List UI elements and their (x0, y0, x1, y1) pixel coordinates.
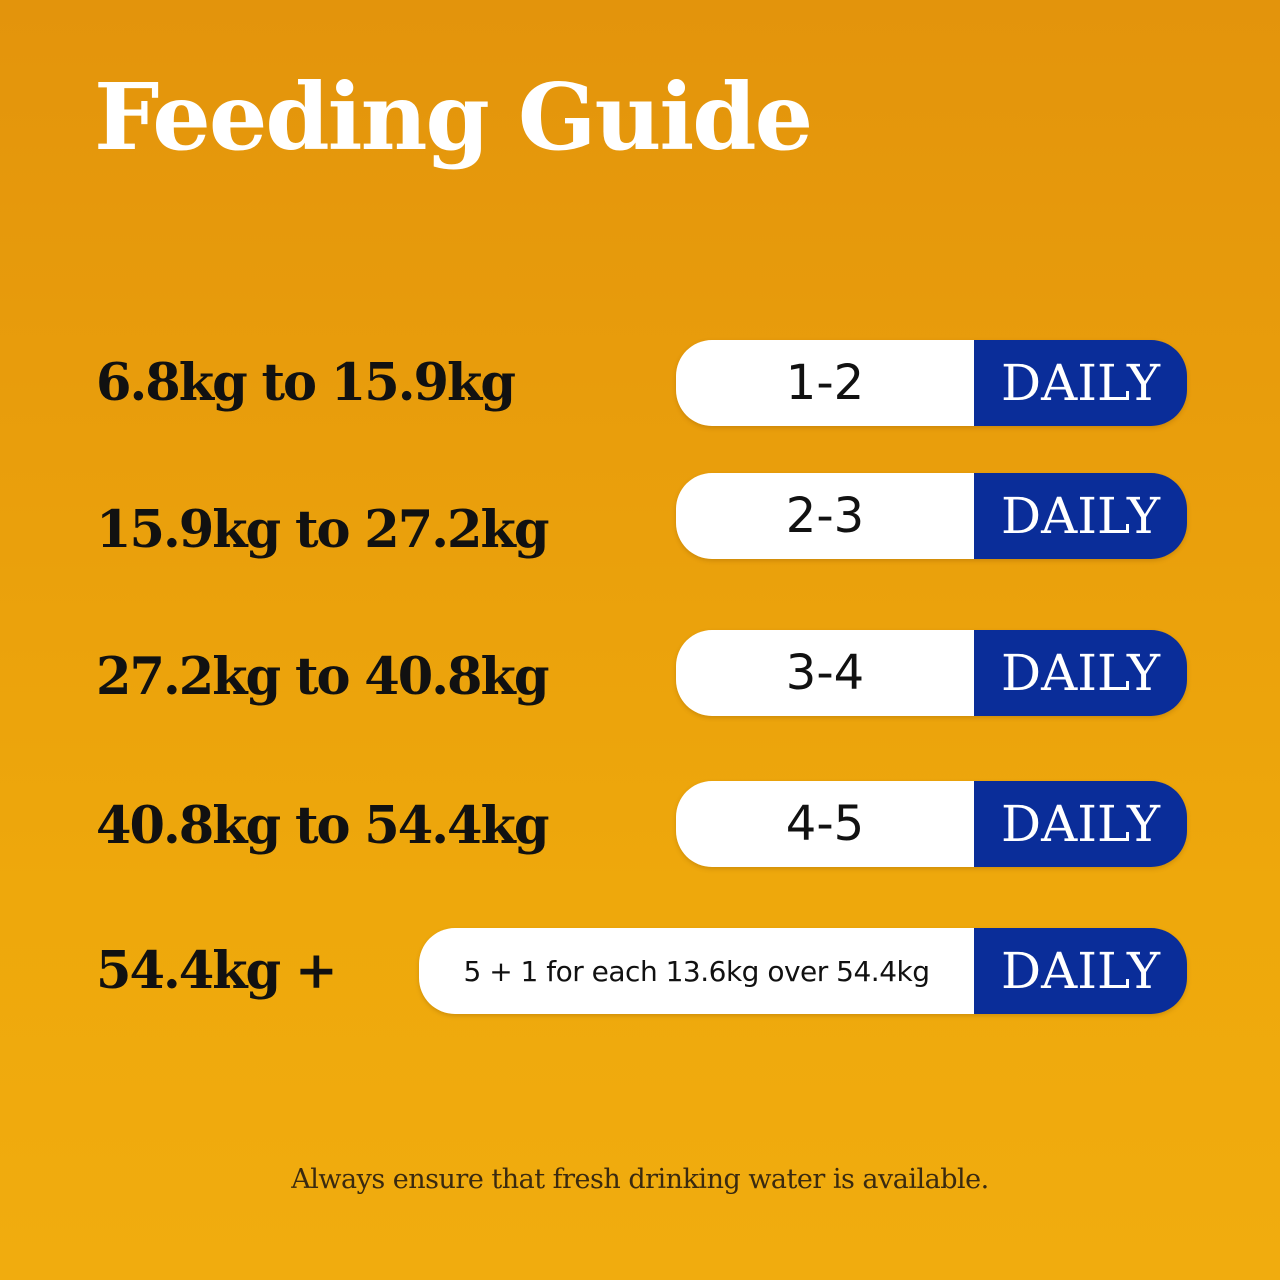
frequency-label: DAILY (974, 630, 1187, 716)
feeding-row: 40.8kg to 54.4kg 4-5 DAILY (0, 781, 1280, 867)
feeding-amount-pill: 1-2 DAILY (676, 340, 1187, 426)
frequency-label: DAILY (974, 781, 1187, 867)
feeding-amount: 2-3 (676, 473, 974, 559)
feeding-amount-pill: 5 + 1 for each 13.6kg over 54.4kg DAILY (419, 928, 1187, 1014)
feeding-row: 6.8kg to 15.9kg 1-2 DAILY (0, 340, 1280, 426)
feeding-amount: 3-4 (676, 630, 974, 716)
weight-range: 6.8kg to 15.9kg (96, 353, 516, 413)
feeding-row: 15.9kg to 27.2kg 2-3 DAILY (0, 473, 1280, 560)
weight-range: 27.2kg to 40.8kg (96, 647, 550, 707)
frequency-label: DAILY (974, 928, 1187, 1014)
feeding-amount-pill: 3-4 DAILY (676, 630, 1187, 716)
feeding-amount: 1-2 (676, 340, 974, 426)
feeding-row: 27.2kg to 40.8kg 3-4 DAILY (0, 630, 1280, 716)
feeding-amount: 5 + 1 for each 13.6kg over 54.4kg (419, 928, 974, 1014)
frequency-label: DAILY (974, 340, 1187, 426)
feeding-amount: 4-5 (676, 781, 974, 867)
feeding-amount-pill: 2-3 DAILY (676, 473, 1187, 559)
feeding-row: 54.4kg + 5 + 1 for each 13.6kg over 54.4… (0, 928, 1280, 1014)
page-title: Feeding Guide (94, 63, 813, 171)
feeding-amount-pill: 4-5 DAILY (676, 781, 1187, 867)
weight-range: 15.9kg to 27.2kg (96, 500, 550, 560)
water-footnote: Always ensure that fresh drinking water … (291, 1164, 989, 1195)
weight-range: 54.4kg + (96, 941, 338, 1001)
weight-range: 40.8kg to 54.4kg (96, 796, 550, 856)
frequency-label: DAILY (974, 473, 1187, 559)
